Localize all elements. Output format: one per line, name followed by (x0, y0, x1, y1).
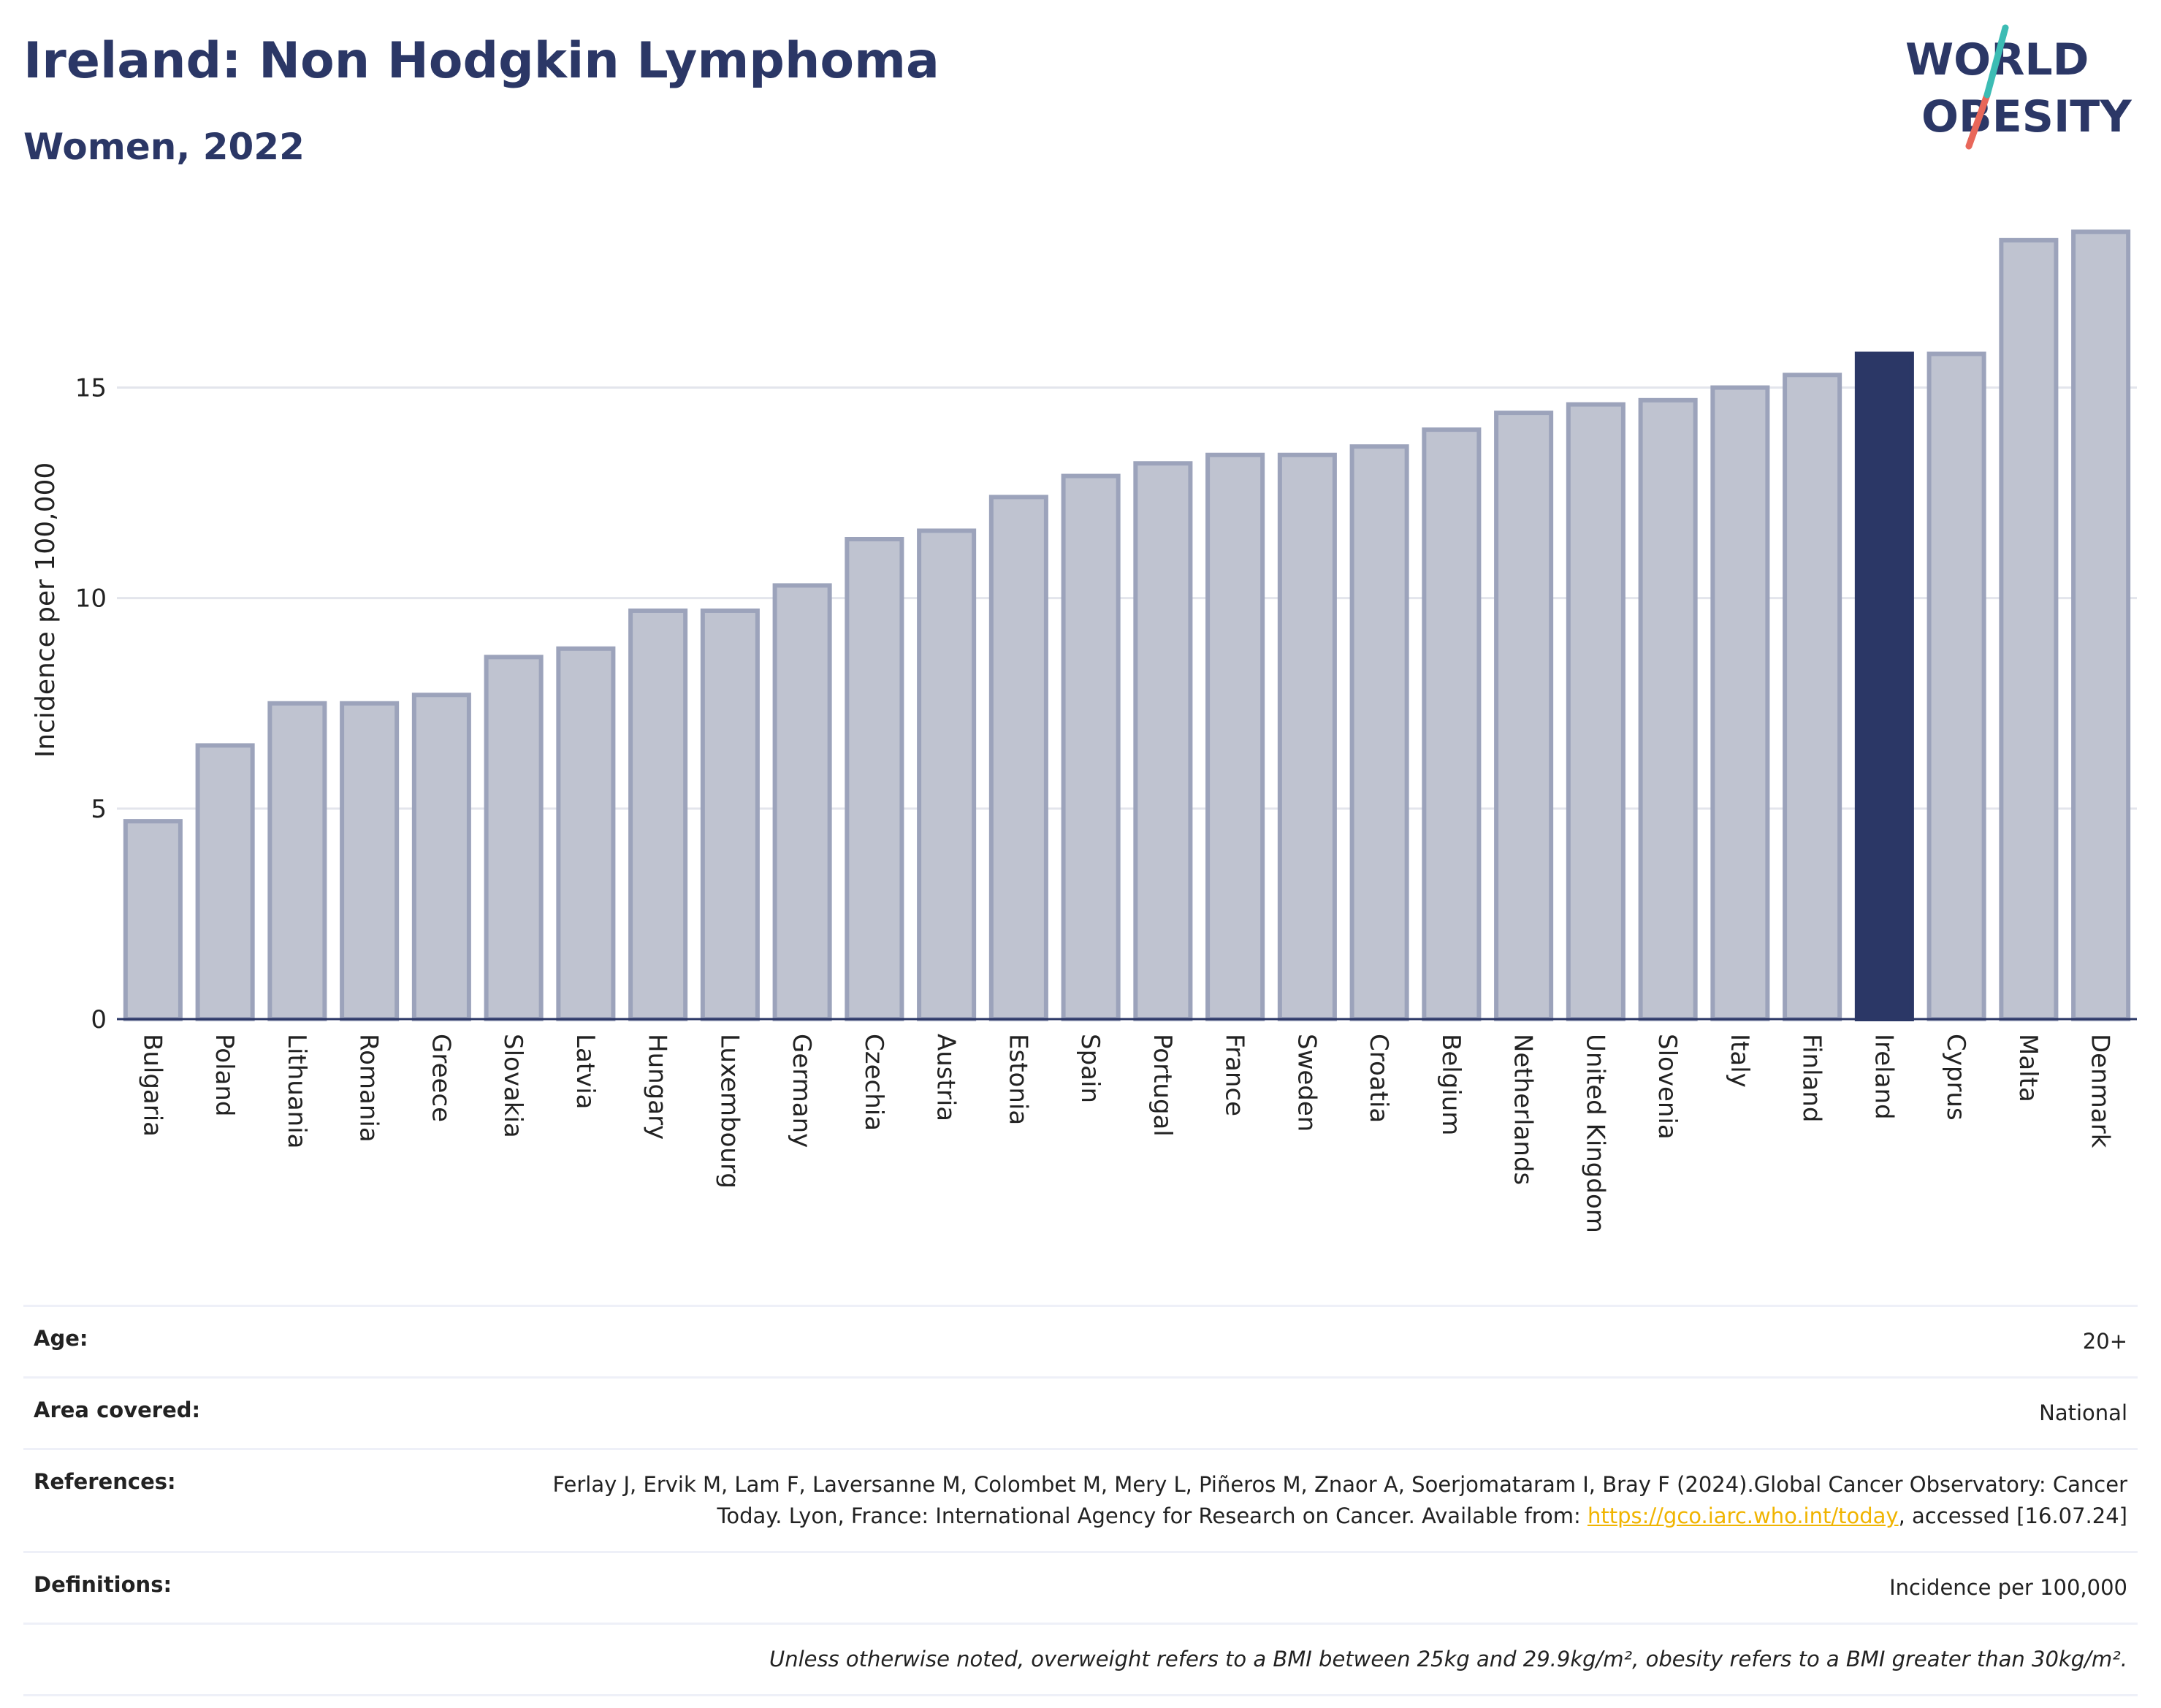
x-tick-label: Estonia (1003, 1034, 1032, 1125)
x-tick-label: Malta (2013, 1034, 2043, 1102)
x-tick-label: Poland (210, 1034, 239, 1117)
meta-row-age: Age: 20+ (23, 1305, 2138, 1376)
x-tick-label: Sweden (1292, 1034, 1321, 1132)
bar-denmark (2071, 229, 2131, 1022)
bar-croatia (1349, 444, 1409, 1021)
bar-france (1205, 452, 1265, 1021)
bar-bulgaria (123, 819, 183, 1021)
x-tick-label: Slovakia (498, 1034, 527, 1138)
bar-slovenia (1638, 397, 1698, 1021)
obesity-note: Unless otherwise noted, overweight refer… (769, 1647, 2127, 1671)
x-tick-label: Greece (426, 1034, 455, 1122)
x-tick-label: Ireland (1869, 1034, 1898, 1120)
world-obesity-logo: WORLD OBESITY (1905, 24, 2133, 150)
logo-line2: OBESITY (1921, 91, 2133, 142)
bar-czechia (845, 537, 904, 1021)
meta-row-note: Unless otherwise noted, overweight refer… (23, 1623, 2138, 1696)
logo-slash-coral (1965, 91, 1991, 150)
x-tick-label: Italy (1725, 1034, 1754, 1088)
bar-sweden (1277, 452, 1337, 1021)
logo-slash-teal (1983, 24, 2009, 99)
age-value: 20+ (2082, 1329, 2127, 1354)
definitions-label: Definitions: (34, 1572, 172, 1597)
bar-estonia (988, 495, 1048, 1021)
bar-netherlands (1494, 411, 1554, 1021)
bar-germany (772, 583, 832, 1021)
x-tick-label: Lithuania (282, 1034, 311, 1148)
bar-finland (1783, 373, 1842, 1021)
bar-italy (1710, 385, 1770, 1021)
metadata-table: Age: 20+ Area covered: National Referenc… (23, 1305, 2138, 1696)
y-tick-label: 5 (91, 795, 107, 824)
bars (123, 229, 2131, 1022)
y-axis-label: Incidence per 100,000 (31, 462, 61, 758)
bar-chart: 0 5 10 15 Bulgaria Poland Lithuania Romania Gree… (31, 229, 2137, 1233)
x-tick-label: Germany (787, 1034, 816, 1148)
bar-portugal (1133, 461, 1193, 1021)
age-label: Age: (34, 1326, 88, 1351)
y-tick-label: 15 (75, 374, 107, 403)
bar-luxembourg (700, 608, 760, 1021)
y-tick-label: 10 (75, 584, 107, 614)
references-suffix: , accessed [16.07.24] (1898, 1503, 2127, 1528)
chart-title: Ireland: Non Hodgkin Lymphoma (23, 32, 940, 90)
area-label: Area covered: (34, 1398, 201, 1422)
references-value: Ferlay J, Ervik M, Lam F, Laversanne M, … (520, 1450, 2138, 1551)
meta-row-references: References: Ferlay J, Ervik M, Lam F, La… (23, 1448, 2138, 1551)
area-value: National (2039, 1400, 2127, 1425)
y-tick-label: 0 (91, 1005, 107, 1034)
bar-hungary (628, 608, 688, 1021)
x-tick-label: Czechia (859, 1034, 888, 1131)
x-tick-label: France (1220, 1034, 1249, 1116)
x-tick-label: Belgium (1436, 1034, 1466, 1135)
bar-malta (1999, 237, 2059, 1021)
bar-lithuania (267, 701, 327, 1022)
references-text: Ferlay J, Ervik M, Lam F, Laversanne M, … (552, 1472, 2127, 1528)
x-tick-label: Finland (1797, 1034, 1826, 1123)
x-tick-label: Hungary (643, 1034, 672, 1140)
x-tick-label: United Kingdom (1580, 1034, 1609, 1233)
references-label: References: (34, 1469, 176, 1494)
meta-row-definitions: Definitions: Incidence per 100,000 (23, 1551, 2138, 1623)
x-tick-label: Latvia (571, 1034, 600, 1110)
bar-romania (340, 701, 400, 1022)
x-tick-label: Luxembourg (714, 1034, 744, 1189)
bar-cyprus (1926, 351, 1986, 1021)
bar-poland (195, 743, 255, 1021)
x-tick-label: Bulgaria (137, 1034, 167, 1137)
x-tick-label: Cyprus (1941, 1034, 1970, 1121)
x-tick-label: Spain (1075, 1034, 1105, 1103)
x-tick-label: Austria (931, 1034, 961, 1121)
chart-subtitle: Women, 2022 (23, 126, 305, 168)
bar-austria (917, 528, 977, 1021)
bar-slovakia (484, 655, 544, 1021)
x-tick-label: Croatia (1364, 1034, 1393, 1123)
bar-ireland (1854, 351, 1914, 1021)
bar-belgium (1422, 427, 1482, 1021)
axes: 0 5 10 15 Bulgaria Poland Lithuania Romania Gree… (75, 374, 2137, 1233)
bar-spain (1061, 473, 1121, 1021)
meta-row-area: Area covered: National (23, 1376, 2138, 1448)
definitions-value: Incidence per 100,000 (1889, 1575, 2127, 1600)
references-link[interactable]: https://gco.iarc.who.int/today (1587, 1503, 1899, 1528)
bar-united-kingdom (1566, 402, 1625, 1021)
x-tick-label: Netherlands (1509, 1034, 1538, 1185)
bar-greece (411, 693, 471, 1021)
x-tick-label: Romania (354, 1034, 384, 1143)
x-tick-label: Portugal (1148, 1034, 1177, 1137)
bar-latvia (556, 646, 616, 1021)
x-tick-label: Denmark (2086, 1034, 2115, 1148)
x-tick-label: Slovenia (1653, 1034, 1682, 1140)
